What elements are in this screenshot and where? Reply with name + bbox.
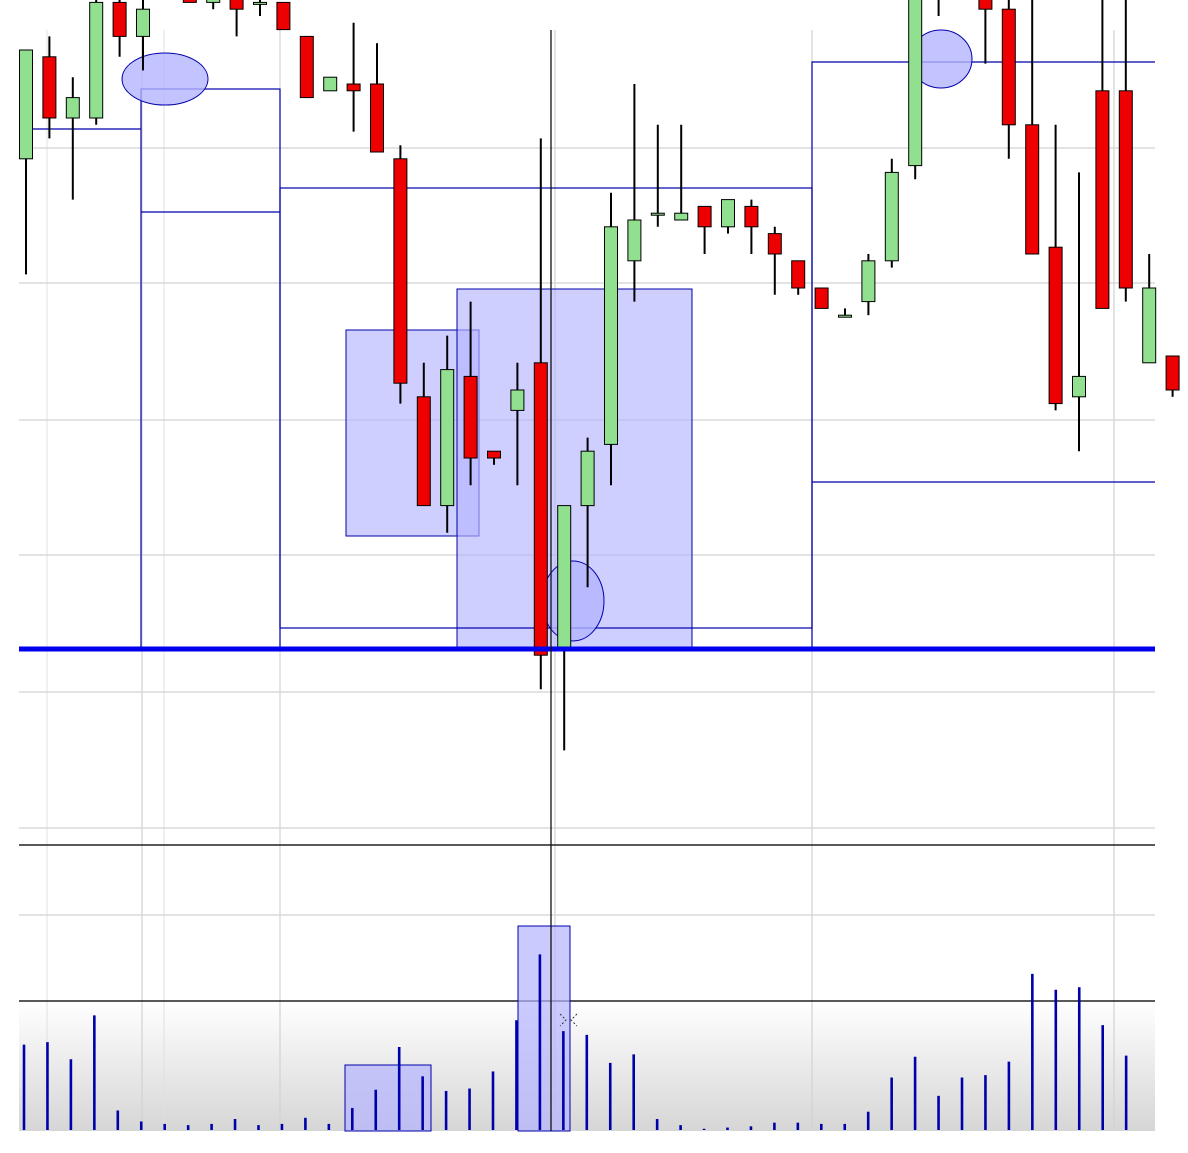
candle-body-up <box>1073 376 1086 396</box>
candle-body-up <box>885 172 898 260</box>
candlestick <box>651 125 664 227</box>
candle-body-down <box>1119 91 1132 288</box>
candlestick <box>675 125 688 220</box>
candlestick <box>1143 254 1156 363</box>
swing-high-ellipse[interactable] <box>122 53 208 105</box>
candle-body-down <box>1049 247 1062 403</box>
candle-body-down <box>347 84 360 91</box>
candle-body-up <box>324 77 337 91</box>
candle-body-up <box>254 2 267 4</box>
candle-body-down <box>300 36 313 97</box>
candle-body-down <box>43 57 56 118</box>
candlestick <box>605 193 618 485</box>
candlestick <box>277 2 290 29</box>
candlestick <box>885 159 898 268</box>
range-box-left[interactable] <box>141 89 280 648</box>
candle-body-down <box>1002 9 1015 125</box>
candlestick <box>254 0 267 16</box>
candlestick <box>628 84 641 302</box>
candle-body-up <box>20 50 33 159</box>
candle-body-up <box>651 213 664 215</box>
candlestick <box>20 50 33 274</box>
candle-body-down <box>464 376 477 458</box>
candle-body-down <box>534 363 547 655</box>
candle-body-down <box>815 288 828 308</box>
candle-body-down <box>745 206 758 226</box>
candle-body-up <box>66 98 79 118</box>
candlestick <box>722 200 735 234</box>
candle-body-up <box>722 200 735 227</box>
candlestick <box>534 138 547 689</box>
candlestick <box>792 261 805 295</box>
candle-body-up <box>605 227 618 445</box>
candle-body-up <box>628 220 641 261</box>
candle-body-up <box>675 213 688 220</box>
candle-body-down <box>183 0 196 2</box>
candlestick <box>207 0 220 9</box>
candle-body-down <box>230 0 243 9</box>
candlestick <box>979 0 992 64</box>
candlestick <box>745 200 758 254</box>
panel-separators <box>19 649 1155 1001</box>
candle-body-down <box>488 451 501 458</box>
candle-body-up <box>909 0 922 166</box>
candle-body-up <box>90 2 103 118</box>
candlestick <box>932 0 945 16</box>
candlestick <box>1166 356 1179 397</box>
candle-body-up <box>441 370 454 506</box>
candlestick <box>324 77 337 91</box>
candlestick <box>1096 0 1109 308</box>
candle-body-up <box>862 261 875 302</box>
candlestick <box>230 0 243 36</box>
candle-body-up <box>511 390 524 410</box>
candlestick <box>558 506 571 751</box>
candle-body-up <box>839 315 852 317</box>
candle-body-up <box>137 9 150 36</box>
candlestick <box>90 0 103 125</box>
candle-body-down <box>277 2 290 29</box>
candlestick <box>66 77 79 199</box>
candle-body-down <box>768 234 781 254</box>
candlestick <box>1073 172 1086 451</box>
candle-body-down <box>792 261 805 288</box>
candle-body-down <box>698 206 711 226</box>
candlestick <box>113 0 126 57</box>
candlestick <box>394 145 407 403</box>
candle-body-down <box>371 84 384 152</box>
candlestick <box>300 36 313 97</box>
candle-body-up <box>581 451 594 505</box>
candlestick <box>371 43 384 152</box>
candle-body-down <box>394 159 407 383</box>
candlestick <box>43 36 56 138</box>
candle-body-up <box>1143 288 1156 363</box>
candlestick <box>1026 0 1039 254</box>
candlestick <box>1119 0 1132 302</box>
candlestick <box>1002 0 1015 159</box>
candle-body-up <box>207 0 220 2</box>
candle-body-down <box>1026 125 1039 254</box>
candle-body-up <box>558 506 571 649</box>
candlestick <box>839 308 852 317</box>
candlestick <box>862 254 875 315</box>
candlestick <box>909 0 922 179</box>
candle-body-down <box>979 0 992 9</box>
volume-highlight-small[interactable] <box>345 1065 431 1131</box>
candlestick <box>183 0 196 2</box>
candlestick <box>698 206 711 254</box>
candlestick <box>768 227 781 295</box>
candle-body-down <box>417 397 430 506</box>
candle-body-down <box>1166 356 1179 390</box>
candle-body-down <box>1096 91 1109 309</box>
candlestick <box>1049 125 1062 411</box>
candlestick <box>815 288 828 308</box>
candlestick <box>347 23 360 132</box>
candle-body-down <box>113 2 126 36</box>
